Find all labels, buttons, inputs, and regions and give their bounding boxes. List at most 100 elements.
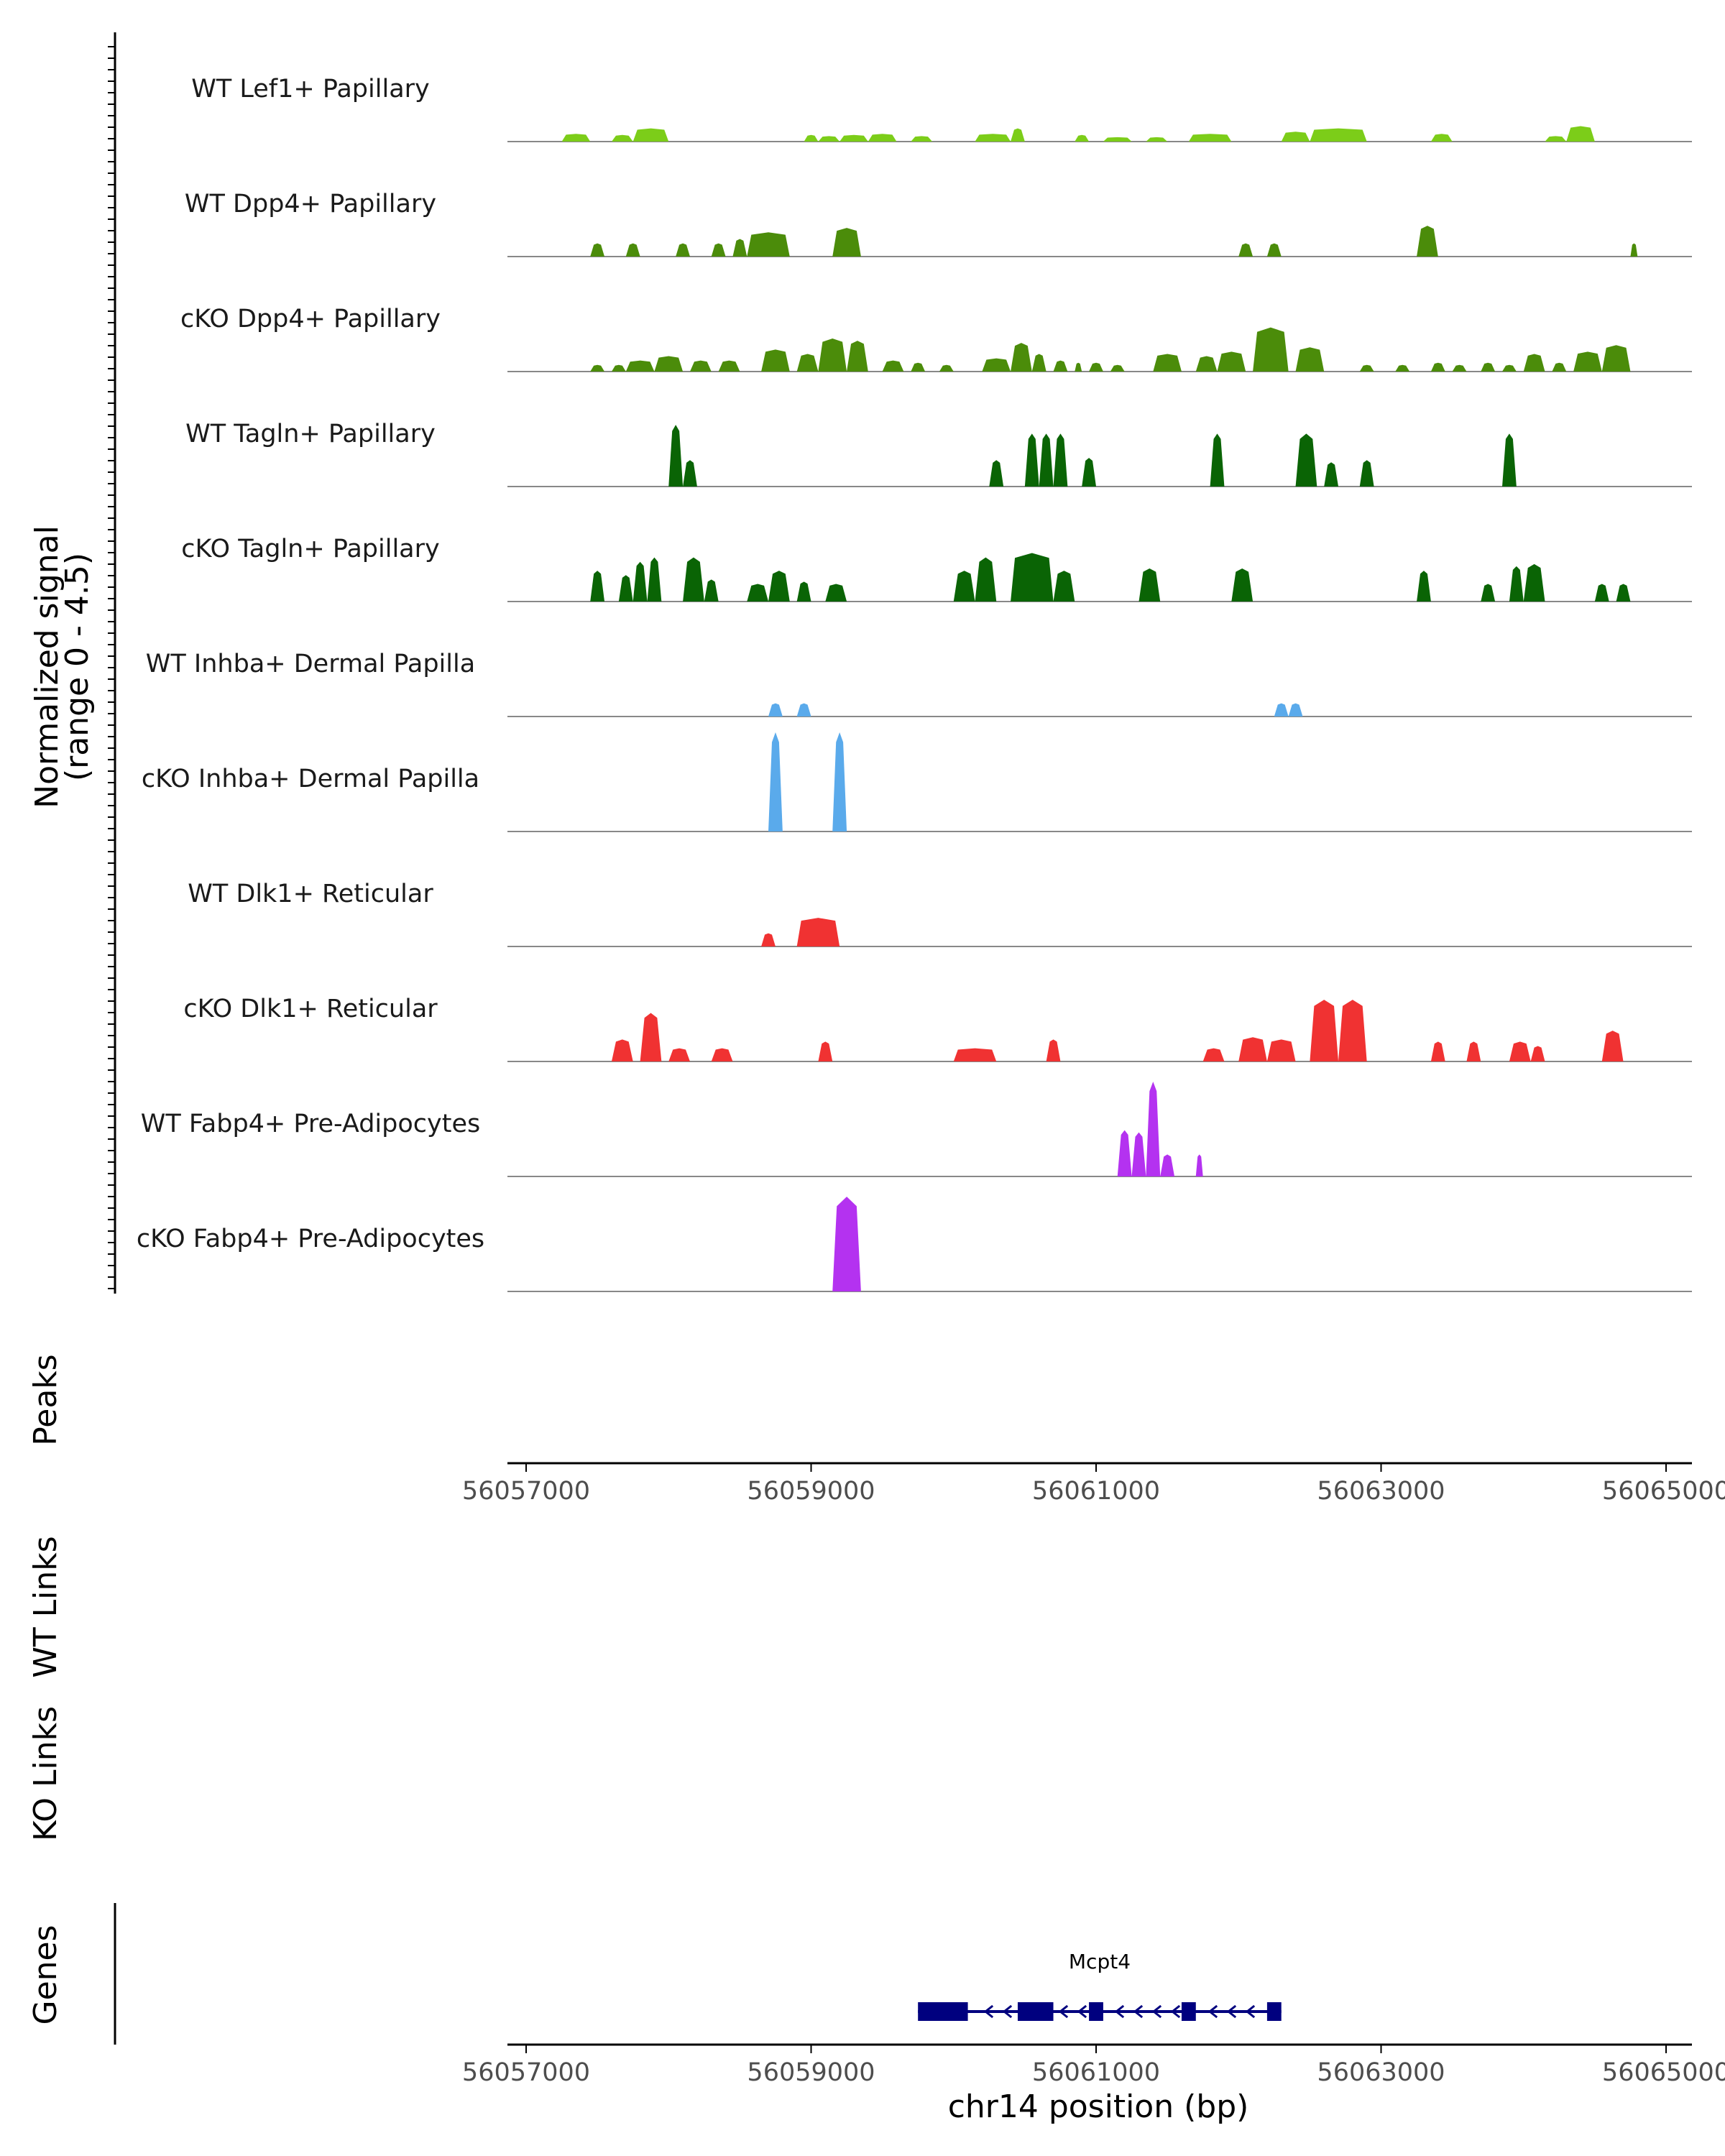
y-axis-label: Normalized signal bbox=[29, 525, 65, 808]
signal-peak bbox=[1231, 568, 1254, 602]
signal-peak bbox=[611, 134, 633, 142]
signal-peak bbox=[1131, 1132, 1146, 1176]
gene: Mcpt4 bbox=[918, 1950, 1282, 2021]
signal-peak bbox=[1466, 1041, 1481, 1061]
signal-peak bbox=[796, 354, 819, 372]
signal-peak bbox=[1110, 364, 1125, 372]
signal-peak bbox=[1238, 1037, 1267, 1061]
signal-peak bbox=[911, 362, 926, 372]
signal-peak bbox=[1011, 553, 1054, 602]
genes-track-label: Genes bbox=[27, 1925, 64, 2024]
strand-arrow bbox=[1170, 2004, 1181, 2019]
signal-peak bbox=[1481, 584, 1496, 602]
signal-peak bbox=[1031, 354, 1046, 372]
signal-peak bbox=[1310, 1000, 1339, 1061]
signal-peak bbox=[689, 360, 712, 372]
signal-peak bbox=[1075, 362, 1082, 372]
signal-peak bbox=[704, 579, 719, 602]
x-axis-label: chr14 position (bp) bbox=[948, 2088, 1249, 2125]
signal-peak bbox=[768, 703, 783, 717]
signal-peak bbox=[1502, 433, 1517, 487]
signal-peak bbox=[668, 1048, 690, 1061]
signal-peak bbox=[1417, 571, 1431, 602]
signal-peak bbox=[818, 338, 847, 372]
signal-peak bbox=[1324, 462, 1339, 487]
signal-peak bbox=[561, 134, 591, 142]
track-3: cKO Dpp4+ Papillary bbox=[180, 305, 1692, 372]
x-axis-tick-label: 56059000 bbox=[747, 1477, 875, 1506]
strand-arrow bbox=[983, 2004, 994, 2019]
signal-peak bbox=[654, 356, 684, 372]
signal-peak bbox=[747, 232, 790, 257]
x-axis-tick-label: 56057000 bbox=[462, 1477, 590, 1506]
signal-peak bbox=[1594, 584, 1609, 602]
signal-peak bbox=[1509, 1041, 1531, 1061]
signal-peak bbox=[1359, 460, 1374, 487]
track-label: cKO Inhba+ Dermal Papilla bbox=[142, 765, 479, 793]
gene-exon bbox=[1089, 2002, 1103, 2021]
strand-arrow bbox=[1002, 2004, 1013, 2019]
signal-peak bbox=[818, 1041, 833, 1061]
gene-exon bbox=[1017, 2002, 1054, 2021]
signal-peak bbox=[882, 360, 904, 372]
signal-y-axis-ticks bbox=[108, 46, 115, 1289]
track-label: WT Lef1+ Papillary bbox=[191, 75, 430, 103]
gene-name-label: Mcpt4 bbox=[1069, 1950, 1131, 1973]
strand-arrow bbox=[1058, 2004, 1069, 2019]
signal-peak bbox=[1295, 433, 1317, 487]
signal-peak bbox=[590, 364, 605, 372]
signal-peak bbox=[939, 364, 954, 372]
signal-peak bbox=[1266, 1039, 1296, 1061]
signal-peak bbox=[1195, 356, 1218, 372]
signal-peak bbox=[1153, 354, 1182, 372]
signal-peak bbox=[747, 584, 769, 602]
signal-peak bbox=[1430, 362, 1445, 372]
strand-arrow bbox=[1077, 2004, 1087, 2019]
signal-peak bbox=[1082, 458, 1096, 487]
track-label: WT Fabp4+ Pre-Adipocytes bbox=[141, 1110, 480, 1138]
signal-peak bbox=[625, 243, 640, 257]
signal-peak bbox=[1452, 364, 1467, 372]
signal-peak bbox=[1601, 345, 1631, 372]
signal-peak bbox=[1188, 134, 1232, 142]
signal-peak bbox=[711, 243, 726, 257]
signal-peak bbox=[1430, 1041, 1445, 1061]
signal-peak bbox=[1103, 137, 1132, 142]
signal-peak bbox=[683, 460, 697, 487]
signal-peak bbox=[953, 1048, 997, 1061]
signal-peak bbox=[1359, 364, 1374, 372]
track-label: cKO Fabp4+ Pre-Adipocytes bbox=[137, 1225, 484, 1253]
track-1: WT Lef1+ Papillary bbox=[191, 75, 1692, 142]
signal-peak bbox=[1545, 136, 1567, 142]
signal-peak bbox=[590, 243, 605, 257]
signal-peak bbox=[1310, 128, 1367, 142]
y-axis-range-label: (range 0 - 4.5) bbox=[59, 553, 96, 781]
signal-peak bbox=[611, 364, 626, 372]
x-axis-tick-label: 56063000 bbox=[1317, 1477, 1445, 1506]
track-label: WT Tagln+ Papillary bbox=[185, 420, 436, 448]
signal-peak bbox=[847, 341, 868, 372]
signal-peak bbox=[975, 134, 1011, 142]
signal-peak bbox=[840, 134, 868, 142]
signal-peak bbox=[1530, 1046, 1545, 1061]
signal-peak bbox=[1160, 1154, 1175, 1176]
peaks-track-label: Peaks bbox=[27, 1354, 64, 1445]
signal-peak bbox=[625, 360, 655, 372]
signal-peak bbox=[804, 134, 819, 142]
signal-peak bbox=[796, 918, 840, 946]
signal-peak bbox=[1138, 568, 1161, 602]
signal-peak bbox=[590, 571, 605, 602]
signal-peak bbox=[1195, 1154, 1203, 1176]
strand-arrow bbox=[1114, 2004, 1125, 2019]
track-6: WT Inhba+ Dermal Papilla bbox=[146, 650, 1692, 717]
signal-peak bbox=[796, 581, 811, 602]
signal-peak bbox=[668, 425, 684, 487]
signal-peak bbox=[1509, 566, 1524, 602]
signal-peak bbox=[1523, 563, 1545, 602]
signal-peak bbox=[1053, 571, 1075, 602]
gene-exon bbox=[1266, 2002, 1282, 2021]
signal-peak bbox=[768, 571, 790, 602]
signal-peak bbox=[1573, 351, 1602, 372]
strand-arrow bbox=[1226, 2004, 1237, 2019]
